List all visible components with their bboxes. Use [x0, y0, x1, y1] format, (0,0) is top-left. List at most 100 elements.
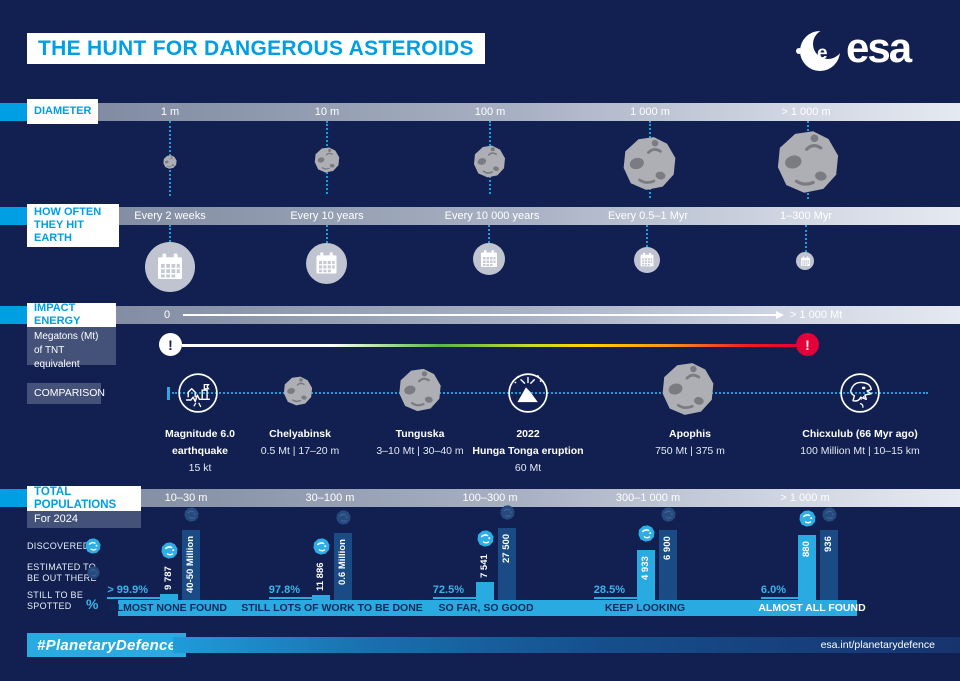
calendar-icon [634, 247, 660, 273]
frequency-col-label: Every 10 years [290, 210, 364, 222]
discovered-bar-value: 11 886 [315, 562, 326, 591]
comparison-value: 750 Mt | 375 m [655, 445, 725, 457]
diameter-label: DIAMETER [34, 105, 92, 117]
calendar-icon [145, 242, 195, 292]
impact-energy-unit-box: Megatons (Mt) of TNT equivalent [27, 327, 116, 370]
discovered-bar-value: 9 787 [163, 566, 174, 590]
calendar-icon [796, 252, 814, 270]
discovered-bar [312, 595, 330, 600]
discovered-bar [798, 535, 816, 600]
estimated-bar [820, 530, 838, 600]
frequency-col-label: 1–300 Myr [780, 210, 832, 222]
asteroid-blue-icon [638, 525, 655, 547]
population-col-label: 10–30 m [164, 492, 208, 504]
estimated-bar-value: 27 500 [501, 533, 512, 563]
footer-url: esa.int/planetarydefence [820, 639, 935, 651]
discovered-bar-value: 4 933 [640, 556, 651, 580]
banner-segment: ALMOST NONE FOUND [109, 602, 227, 614]
frequency-col-label: Every 2 weeks [134, 210, 206, 222]
impact-energy-label-box: IMPACT ENERGY [27, 302, 116, 327]
comparison-name: Chicxulub (66 Myr ago) [802, 428, 918, 440]
dotted-line [488, 225, 490, 243]
diameter-col-label: 1 m [160, 106, 180, 118]
comparison-name: Chelyabinsk [269, 428, 331, 440]
discovered-bar [476, 582, 494, 600]
dinosaur-icon [839, 372, 881, 414]
asteroid-dark-icon [184, 507, 199, 527]
comparison-item-label: Apophis 750 Mt | 375 m [655, 426, 725, 460]
asteroid-icon [314, 147, 340, 173]
frequency-label-box: HOW OFTEN THEY HIT EARTH [27, 204, 119, 247]
legend-spotted-label: STILL TO BE SPOTTED [27, 590, 84, 611]
comparison-item-label: 2022 Hunga Tonga eruption 60 Mt [472, 426, 583, 477]
estimated-bar [659, 530, 677, 600]
still-to-be-spotted-percent: 6.0% [760, 584, 798, 599]
esa-logo-icon: e [796, 29, 841, 71]
banner-segment: ALMOST ALL FOUND [758, 602, 866, 614]
dotted-line [805, 225, 807, 252]
asteroid-blue-icon [477, 530, 494, 552]
population-col-label: 300–1 000 m [615, 492, 681, 504]
asteroid-blue-icon [161, 542, 178, 564]
asteroid-icon [661, 362, 715, 416]
asteroid-dark-icon [500, 505, 515, 525]
still-to-be-spotted-percent: > 99.9% [107, 584, 160, 599]
svg-text:e: e [817, 43, 828, 64]
estimated-bar-value: 0.6 Million [337, 539, 348, 585]
volcano-icon [507, 372, 549, 414]
asteroid-icon [163, 155, 177, 169]
impact-energy-label: IMPACT ENERGY [34, 302, 81, 327]
discovered-bar [637, 550, 655, 600]
frequency-band [0, 207, 960, 225]
comparison-item-label: Chicxulub (66 Myr ago) 100 Million Mt | … [800, 426, 919, 460]
page-title: THE HUNT FOR DANGEROUS ASTEROIDS [38, 36, 474, 60]
comparison-dotted-line [172, 392, 928, 394]
estimated-bar [334, 533, 352, 600]
earthquake-icon [177, 372, 219, 414]
comparison-value: 100 Million Mt | 10–15 km [800, 445, 920, 457]
footer-stripe: esa.int/planetarydefence [173, 637, 960, 653]
hashtag-box: #PlanetaryDefence [27, 633, 187, 657]
percent-symbol: % [86, 596, 99, 612]
scale-arrow-line [183, 314, 776, 316]
frequency-col-label: Every 0.5–1 Myr [607, 210, 689, 222]
asteroid-dark-icon [822, 507, 837, 527]
still-to-be-spotted-percent: 28.5% [593, 584, 637, 599]
diameter-band [0, 103, 960, 121]
asteroid-icon [622, 136, 677, 191]
populations-label-box: TOTAL POPULATIONS [27, 486, 141, 511]
diameter-col-label: 1 000 m [630, 106, 670, 118]
comparison-scale-tick [167, 387, 170, 400]
diameter-col-label: > 1 000 m [781, 106, 831, 118]
dotted-line [326, 225, 328, 243]
comparison-name: 2022 Hunga Tonga eruption [472, 428, 584, 457]
frequency-col-label: Every 10 000 years [444, 210, 540, 222]
dotted-line [646, 225, 648, 247]
comparison-value: 0.5 Mt | 17–20 m [260, 445, 340, 457]
scale-start-label: 0 [164, 309, 171, 321]
estimated-bar [498, 528, 516, 600]
scale-end-label: > 1 000 Mt [790, 309, 843, 321]
page-title-box: THE HUNT FOR DANGEROUS ASTEROIDS [27, 33, 485, 64]
banner-segment: SO FAR, SO GOOD [438, 602, 534, 614]
legend-discovered-label: DISCOVERED [27, 541, 90, 551]
dotted-line [169, 225, 171, 242]
comparison-item-label: Chelyabinsk 0.5 Mt | 17–20 m [261, 426, 340, 460]
comparison-name: Apophis [668, 428, 711, 440]
comparison-name: Tunguska [395, 428, 445, 440]
population-col-label: 30–100 m [305, 492, 355, 504]
energy-gradient-line [182, 344, 798, 347]
legend-estimated-label: ESTIMATED TO BE OUT THERE [27, 562, 97, 583]
populations-band [0, 489, 960, 507]
estimated-bar [182, 530, 200, 600]
comparison-value: 3–10 Mt | 30–40 m [376, 445, 464, 457]
discovered-bar [160, 594, 178, 600]
comparison-item-label: Magnitude 6.0 earthquake 15 kt [165, 426, 235, 477]
accent-block [0, 306, 27, 324]
accent-block [0, 207, 27, 225]
still-to-be-spotted-percent: 72.5% [432, 584, 476, 599]
banner-segment: STILL LOTS OF WORK TO BE DONE [241, 602, 423, 614]
discovered-bar-value: 880 [801, 541, 812, 557]
low-energy-alert-icon: ! [159, 333, 182, 356]
